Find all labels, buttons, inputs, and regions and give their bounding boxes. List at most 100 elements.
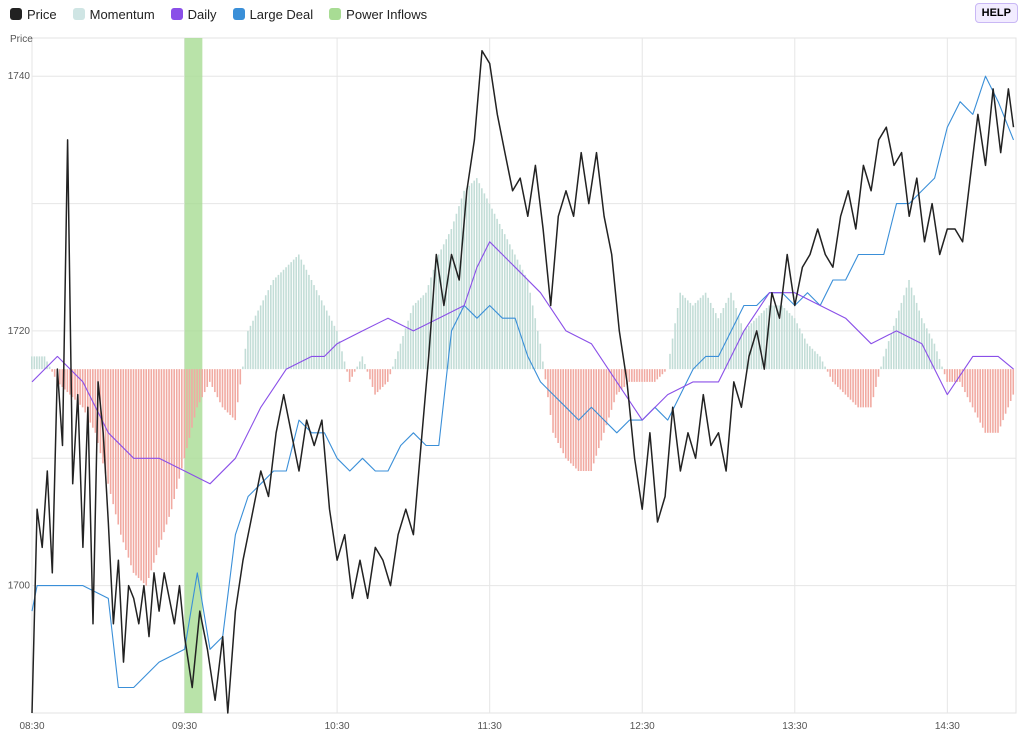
momentum-bar: [198, 369, 201, 403]
momentum-bar: [989, 369, 992, 433]
legend-item-large-deal[interactable]: Large Deal: [232, 7, 313, 22]
momentum-bar: [455, 213, 458, 370]
momentum-bar: [620, 369, 623, 390]
momentum-bar: [793, 318, 796, 370]
momentum-bar: [582, 369, 585, 472]
momentum-bar: [216, 369, 219, 398]
momentum-bar: [155, 369, 158, 556]
momentum-bar: [242, 366, 244, 370]
momentum-bar: [272, 279, 275, 370]
momentum-bar: [76, 369, 79, 403]
momentum-bar: [290, 262, 292, 370]
momentum-bar: [786, 310, 788, 370]
momentum-bar: [119, 369, 122, 535]
legend-label-daily: Daily: [187, 6, 217, 22]
momentum-bar: [753, 320, 755, 370]
momentum-bar: [997, 369, 999, 433]
momentum-bar: [127, 369, 130, 558]
momentum-bar: [969, 369, 971, 403]
momentum-bar: [824, 366, 826, 370]
momentum-bar: [943, 369, 946, 375]
momentum-bar: [394, 358, 397, 370]
momentum-bar: [653, 369, 656, 382]
momentum-bar: [173, 369, 175, 500]
power-inflow-band: [184, 38, 203, 713]
momentum-bar: [186, 369, 188, 449]
legend-item-momentum[interactable]: Momentum: [72, 7, 155, 22]
momentum-bar: [918, 310, 920, 370]
momentum-bar: [320, 300, 323, 370]
x-tick-label: 13:30: [782, 721, 807, 732]
momentum-bar: [742, 330, 745, 370]
momentum-bar: [183, 369, 186, 459]
momentum-bar: [684, 297, 687, 370]
momentum-bar: [501, 229, 503, 370]
momentum-bar: [353, 369, 356, 372]
chart-legend: Price Momentum Daily Large Deal Power In…: [10, 4, 443, 24]
momentum-bar: [669, 353, 671, 370]
momentum-bar: [547, 369, 549, 398]
help-button[interactable]: HELP: [974, 3, 1018, 23]
momentum-bar: [427, 285, 430, 370]
momentum-bar: [343, 361, 346, 370]
legend-item-power-inflows[interactable]: Power Inflows: [329, 7, 427, 22]
momentum-bar: [791, 315, 793, 370]
momentum-bar: [282, 269, 285, 370]
momentum-bar: [435, 262, 437, 370]
momentum-bar: [389, 369, 392, 375]
momentum-bar: [725, 302, 727, 370]
x-tick-label: 11:30: [478, 721, 503, 732]
momentum-bar: [636, 369, 638, 382]
momentum-bar: [915, 302, 918, 370]
momentum-bar: [219, 369, 221, 403]
momentum-bar: [659, 369, 661, 377]
momentum-bar: [150, 369, 153, 571]
momentum-bar: [981, 369, 984, 428]
momentum-bar: [605, 369, 608, 426]
momentum-bar: [638, 369, 641, 382]
momentum-bar: [633, 369, 636, 382]
x-tick-label: 09:30: [172, 721, 197, 732]
momentum-bar: [465, 188, 468, 370]
momentum-bar: [236, 369, 239, 403]
legend-swatch-large-deal: [232, 8, 245, 20]
momentum-bar: [46, 361, 48, 370]
momentum-bar: [864, 369, 867, 408]
momentum-bar: [697, 300, 699, 370]
momentum-bar: [890, 333, 893, 370]
momentum-bar: [974, 369, 976, 413]
momentum-bar: [244, 348, 247, 370]
momentum-bar: [328, 315, 331, 370]
momentum-bar: [687, 300, 689, 370]
momentum-bar: [542, 361, 544, 370]
momentum-bar: [356, 366, 359, 370]
momentum-bar: [422, 295, 425, 370]
momentum-bar: [397, 351, 399, 370]
y-tick-label: 1720: [8, 326, 31, 337]
momentum-bar: [417, 300, 420, 370]
momentum-bar: [275, 277, 277, 370]
momentum-bar: [903, 295, 905, 370]
legend-item-daily[interactable]: Daily: [170, 6, 217, 22]
momentum-bar: [931, 338, 933, 370]
momentum-bar: [437, 254, 440, 370]
momentum-bar: [926, 328, 928, 370]
momentum-bar: [526, 279, 529, 370]
momentum-bar: [956, 369, 959, 382]
momentum-bar: [814, 351, 816, 370]
momentum-bar: [984, 369, 987, 433]
momentum-bar: [331, 320, 333, 370]
legend-item-price[interactable]: Price: [10, 7, 57, 22]
momentum-bar: [333, 325, 336, 370]
momentum-bar: [94, 369, 97, 433]
momentum-bar: [114, 369, 117, 515]
momentum-bar: [254, 315, 257, 370]
momentum-bar: [196, 369, 198, 408]
momentum-bar: [440, 249, 442, 370]
momentum-bar: [852, 369, 854, 403]
momentum-bar: [496, 218, 498, 370]
momentum-bar: [468, 185, 470, 370]
momentum-bar: [938, 358, 941, 370]
momentum-bar: [979, 369, 982, 423]
momentum-bar: [481, 188, 483, 370]
